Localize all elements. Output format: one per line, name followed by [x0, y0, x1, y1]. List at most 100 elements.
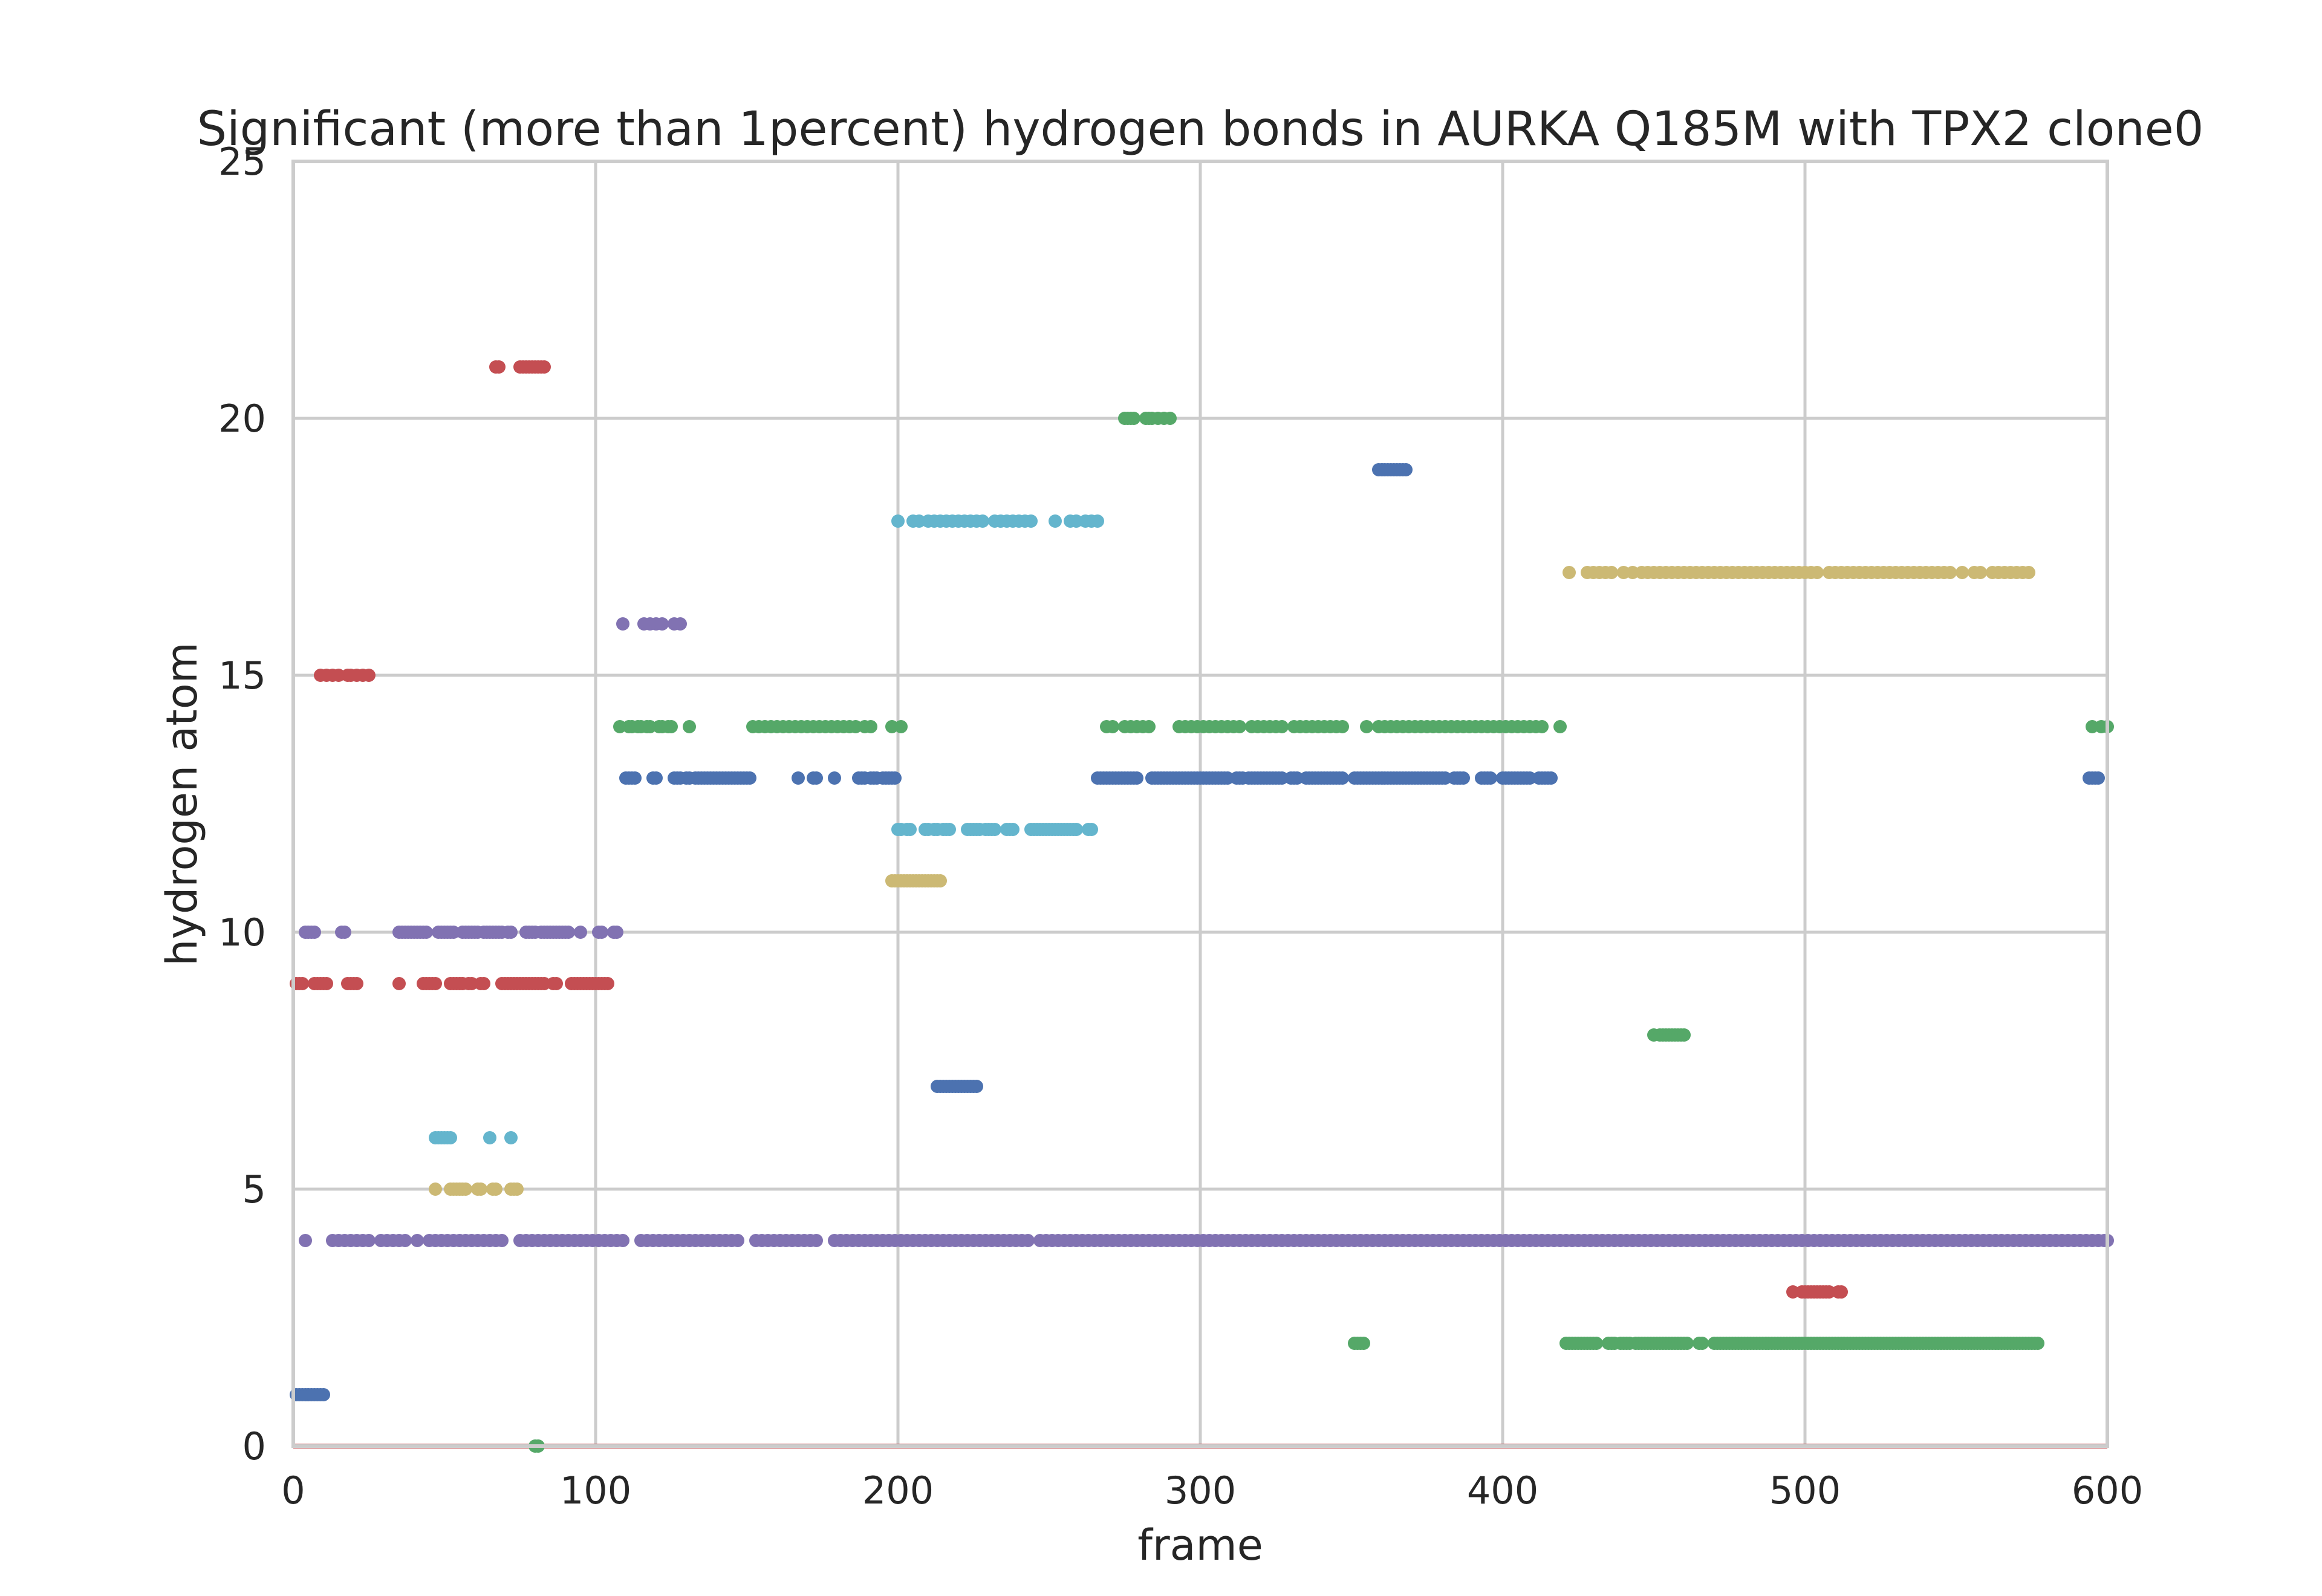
data-point — [1399, 463, 1413, 476]
data-point — [1142, 720, 1156, 733]
data-point — [674, 617, 687, 631]
y-tick-label: 5 — [242, 1167, 266, 1212]
data-point — [1457, 771, 1470, 785]
data-point — [649, 771, 663, 785]
data-point — [296, 977, 309, 990]
data-point — [1127, 412, 1140, 425]
y-tick-label: 20 — [218, 397, 266, 441]
data-point — [550, 977, 563, 990]
data-point — [398, 1234, 412, 1247]
data-point — [1275, 720, 1289, 733]
y-axis-label: hydrogen atom — [157, 642, 207, 966]
data-point — [1974, 566, 1987, 579]
data-point — [392, 977, 406, 990]
data-point — [299, 1234, 312, 1247]
data-point — [1130, 771, 1143, 785]
data-point — [1070, 823, 1083, 836]
data-point — [1021, 1234, 1035, 1247]
data-point — [474, 1182, 487, 1196]
data-point — [1006, 823, 1020, 836]
data-point — [655, 617, 669, 631]
data-point — [538, 360, 551, 374]
data-point — [320, 977, 333, 990]
data-point — [888, 771, 902, 785]
data-point — [731, 1234, 744, 1247]
x-tick-label: 400 — [1467, 1468, 1538, 1513]
data-point — [2092, 771, 2105, 785]
data-point — [1357, 1337, 1370, 1350]
data-point — [1956, 566, 1969, 579]
x-tick-label: 500 — [1769, 1468, 1841, 1513]
data-point — [810, 1234, 823, 1247]
x-tick-label: 300 — [1165, 1468, 1236, 1513]
y-tick-label: 0 — [242, 1424, 266, 1468]
data-point — [1553, 720, 1567, 733]
data-point — [483, 1131, 496, 1144]
x-tick-label: 600 — [2072, 1468, 2143, 1513]
data-point — [362, 1234, 376, 1247]
plot-frame — [291, 160, 2109, 1448]
data-point — [934, 874, 947, 887]
data-point — [1091, 514, 1104, 528]
data-point — [988, 823, 1001, 836]
data-point — [1590, 1337, 1603, 1350]
data-point — [616, 617, 629, 631]
data-point — [574, 926, 587, 939]
data-point — [891, 514, 905, 528]
x-tick-label: 100 — [560, 1468, 631, 1513]
data-point — [489, 1182, 502, 1196]
data-point — [1810, 566, 1824, 579]
data-point — [610, 926, 623, 939]
data-point — [1605, 566, 1618, 579]
x-tick-label: 200 — [862, 1468, 934, 1513]
data-point — [1106, 720, 1119, 733]
data-point — [1336, 771, 1349, 785]
data-point — [628, 771, 642, 785]
data-point — [976, 514, 989, 528]
y-tick-label: 15 — [218, 654, 266, 698]
data-point — [1943, 566, 1957, 579]
data-point — [1336, 720, 1349, 733]
data-point — [792, 771, 805, 785]
data-point — [362, 669, 376, 682]
data-point — [429, 1182, 442, 1196]
data-point — [504, 1131, 518, 1144]
data-point — [970, 1080, 983, 1093]
data-point — [903, 823, 917, 836]
data-point — [420, 926, 433, 939]
data-point — [1677, 1028, 1691, 1042]
data-point — [943, 823, 956, 836]
data-point — [317, 1388, 330, 1401]
chart-title: Significant (more than 1percent) hydroge… — [197, 102, 2204, 157]
data-point — [1163, 412, 1177, 425]
data-point — [810, 771, 823, 785]
data-points — [290, 360, 2114, 1453]
data-point — [864, 720, 877, 733]
data-point — [1085, 823, 1098, 836]
x-tick-label: 0 — [281, 1468, 305, 1513]
data-point — [743, 771, 756, 785]
data-point — [2022, 566, 2035, 579]
data-point — [350, 977, 363, 990]
data-point — [308, 926, 321, 939]
data-point — [1233, 720, 1246, 733]
data-point — [562, 926, 575, 939]
data-point — [411, 1234, 424, 1247]
data-point — [444, 1131, 457, 1144]
data-point — [1024, 514, 1038, 528]
data-point — [828, 771, 841, 785]
data-point — [1484, 771, 1497, 785]
data-point — [601, 977, 614, 990]
data-point — [1835, 1285, 1848, 1299]
y-tick-label: 25 — [218, 140, 266, 184]
data-point — [338, 926, 351, 939]
data-point — [616, 1234, 629, 1247]
data-point — [1049, 514, 1062, 528]
data-point — [2031, 1337, 2044, 1350]
data-point — [1535, 720, 1549, 733]
data-point — [1563, 566, 1576, 579]
tick-labels: 0 100 200 300 400 500 600 0 5 10 15 20 25 — [218, 140, 2143, 1513]
data-point — [665, 720, 678, 733]
x-axis-label: frame — [1137, 1520, 1263, 1570]
